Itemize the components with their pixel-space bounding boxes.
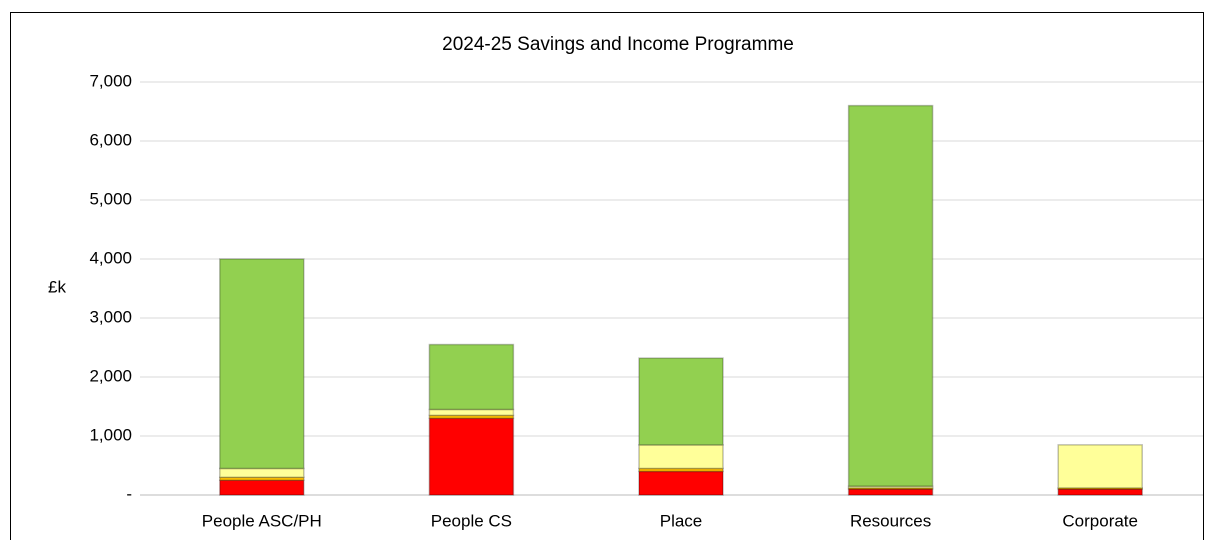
x-tick-label: People CS — [431, 511, 512, 530]
y-tick-label: 6,000 — [89, 130, 132, 149]
bar-segment — [638, 357, 724, 446]
chart-frame — [10, 12, 1204, 540]
bar-segment — [847, 488, 934, 496]
bar-segment — [219, 479, 305, 496]
bar-segment — [638, 470, 724, 496]
y-tick-label: 2,000 — [89, 366, 132, 385]
bar-segment — [1057, 488, 1143, 496]
x-tick-label: People ASC/PH — [202, 511, 322, 530]
bar-segment — [638, 444, 724, 470]
y-tick-label: 5,000 — [89, 189, 132, 208]
bar-segment — [847, 104, 934, 487]
y-tick-label: 3,000 — [89, 307, 132, 326]
chart-title: 2024-25 Savings and Income Programme — [442, 34, 794, 55]
y-tick-label: 7,000 — [89, 71, 132, 90]
bar-segment — [219, 258, 305, 470]
bar-segment — [219, 467, 305, 479]
bar-segment — [428, 417, 515, 496]
bar-segment — [1057, 444, 1143, 489]
y-axis-label: £k — [48, 277, 66, 296]
bar-segment — [428, 343, 515, 411]
y-tick-label: - — [126, 484, 132, 503]
bar-segment — [847, 487, 934, 490]
bar-segment — [428, 408, 515, 417]
y-tick-label: 4,000 — [89, 248, 132, 267]
x-tick-label: Resources — [850, 511, 931, 530]
y-tick-label: 1,000 — [89, 425, 132, 444]
x-tick-label: Corporate — [1062, 511, 1138, 530]
x-tick-label: Place — [660, 511, 703, 530]
